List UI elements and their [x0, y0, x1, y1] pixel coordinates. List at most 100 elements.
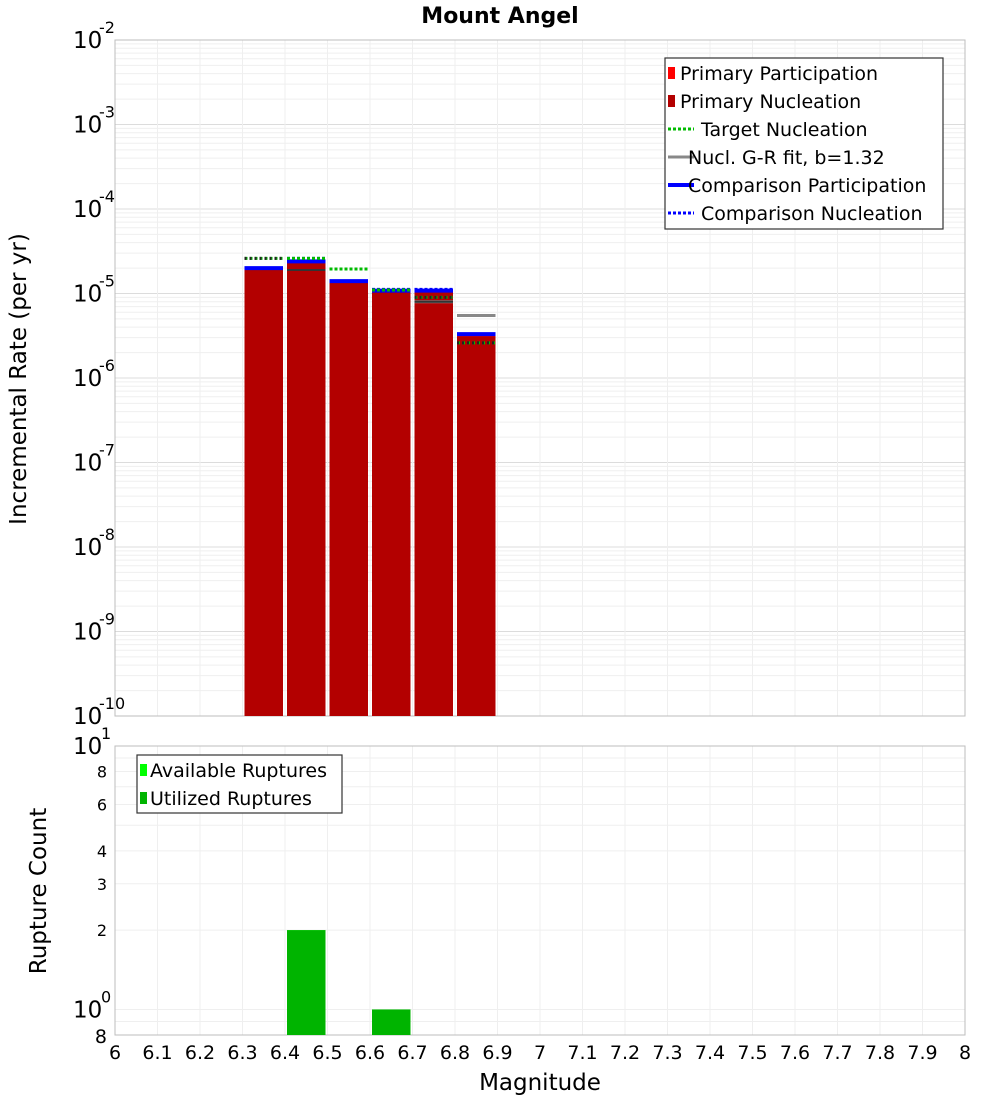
x-tick-label: 7 — [534, 1042, 546, 1064]
legend-entry: Comparison Participation — [668, 175, 926, 197]
y-tick-label: 10-4 — [73, 187, 115, 223]
legend-entry: Target Nucleation — [668, 119, 868, 141]
bottom-legend: Available Ruptures Utilized Ruptures — [136, 754, 343, 814]
y-tick-base: 10 — [73, 451, 102, 477]
legend-entry: Utilized Ruptures — [140, 788, 312, 810]
y-tick-base: 10 — [73, 997, 102, 1023]
x-tick-label: 7.9 — [907, 1042, 937, 1064]
top-legend: Primary Participation Primary Nucleation T… — [664, 57, 944, 230]
y-tick-label: 10-8 — [73, 525, 115, 561]
bottom-legend-box — [136, 754, 343, 814]
legend-label: Primary Nucleation — [680, 91, 861, 113]
y-tick-base: 10 — [73, 535, 102, 561]
y-decade-label: 100 — [73, 987, 111, 1023]
x-axis-label: Magnitude — [479, 1070, 601, 1096]
x-tick-label: 6.4 — [270, 1042, 300, 1064]
legend-label: Comparison Participation — [688, 175, 926, 197]
primary-nucleation-bar — [329, 281, 368, 716]
x-tick-label: 7.7 — [822, 1042, 852, 1064]
legend-label: Comparison Nucleation — [701, 203, 923, 225]
top-series-marks — [244, 256, 496, 345]
y-tick-exponent: -7 — [99, 441, 115, 460]
primary-nucleation-bar — [372, 290, 411, 716]
primary-nucleation-bar — [414, 291, 453, 716]
x-tick-label: 7.8 — [865, 1042, 895, 1064]
chart-title: Mount Angel — [421, 4, 578, 29]
x-tick-label: 7.5 — [737, 1042, 767, 1064]
bottom-bars — [287, 930, 411, 1035]
y-tick-exponent: -10 — [99, 694, 125, 713]
legend-entry: Nucl. G-R fit, b=1.32 — [668, 147, 885, 169]
y-tick-label: 10-5 — [73, 272, 115, 308]
top-legend-box — [664, 57, 944, 230]
x-tick-label: 6.8 — [440, 1042, 470, 1064]
legend-swatch — [140, 764, 147, 776]
top-plot-area — [114, 39, 966, 717]
legend-label: Nucl. G-R fit, b=1.32 — [688, 147, 885, 169]
y-tick-exponent: -8 — [99, 525, 115, 544]
x-tick-label: 6.1 — [142, 1042, 172, 1064]
x-tick-label: 6.2 — [185, 1042, 215, 1064]
y-tick-exponent: -9 — [99, 610, 115, 629]
legend-label: Utilized Ruptures — [150, 788, 312, 810]
legend-label: Available Ruptures — [150, 760, 327, 782]
legend-entry: Primary Nucleation — [668, 91, 861, 113]
y-tick-label: 10-2 — [73, 18, 115, 54]
top-bars — [244, 261, 496, 716]
legend-swatch — [668, 67, 675, 79]
x-tick-label: 7.3 — [652, 1042, 682, 1064]
y-decade-label: 101 — [73, 724, 111, 760]
utilized-ruptures-bar — [287, 930, 326, 1035]
y-tick-base: 10 — [73, 620, 102, 646]
y-tick-label: 10-10 — [73, 694, 125, 730]
y-tick-label: 10-3 — [73, 103, 115, 139]
x-tick-label: 7.6 — [780, 1042, 810, 1064]
y-tick-label: 8 — [95, 1026, 107, 1048]
bottom-x-axis-ticks: 6 6.1 6.2 6.3 6.4 6.5 6.6 6.7 6.8 6.9 7 7.1 7.2 7.3 7.… — [109, 1042, 971, 1064]
y-tick-label: 6 — [97, 795, 107, 814]
legend-label: Primary Participation — [680, 63, 878, 85]
y-tick-base: 10 — [73, 282, 102, 308]
utilized-ruptures-bar — [372, 1009, 411, 1035]
primary-nucleation-bar — [457, 335, 496, 716]
y-tick-label: 10-6 — [73, 356, 115, 392]
legend-entry: Available Ruptures — [140, 760, 327, 782]
y-tick-label: 8 — [97, 763, 107, 782]
y-tick-base: 10 — [73, 197, 102, 223]
y-tick-label: 10-7 — [73, 441, 115, 477]
legend-entry: Primary Participation — [668, 63, 878, 85]
y-tick-base: 10 — [73, 704, 102, 730]
primary-nucleation-bar — [244, 268, 283, 716]
y-tick-base: 10 — [73, 28, 102, 54]
y-tick-label: 3 — [97, 875, 107, 894]
y-tick-label: 2 — [97, 921, 107, 940]
x-tick-label: 6.3 — [227, 1042, 257, 1064]
y-tick-label: 4 — [97, 842, 107, 861]
y-tick-exponent: -4 — [99, 187, 115, 206]
legend-swatch — [140, 792, 147, 804]
legend-swatch — [668, 95, 675, 107]
x-tick-label: 8 — [959, 1042, 971, 1064]
x-tick-label: 7.2 — [610, 1042, 640, 1064]
legend-entry: Comparison Nucleation — [668, 203, 923, 225]
x-tick-label: 6.5 — [312, 1042, 342, 1064]
y-tick-exponent: -5 — [99, 272, 115, 291]
y-tick-exponent: -3 — [99, 103, 115, 122]
y-tick-base: 10 — [73, 734, 102, 760]
y-tick-exponent: 1 — [101, 724, 111, 743]
y-tick-exponent: 0 — [101, 987, 111, 1006]
legend-label: Target Nucleation — [700, 119, 868, 141]
y-tick-exponent: -2 — [99, 18, 115, 37]
x-tick-label: 7.1 — [567, 1042, 597, 1064]
bottom-plot-area — [114, 745, 966, 1036]
primary-nucleation-bar — [287, 261, 326, 716]
y-tick-base: 10 — [73, 366, 102, 392]
x-tick-label: 6.9 — [482, 1042, 512, 1064]
y-tick-exponent: -6 — [99, 356, 115, 375]
y-tick-label: 10-9 — [73, 610, 115, 646]
x-tick-label: 6.7 — [397, 1042, 427, 1064]
x-tick-label: 6.6 — [355, 1042, 385, 1064]
x-tick-label: 7.4 — [695, 1042, 725, 1064]
x-tick-label: 6 — [109, 1042, 121, 1064]
